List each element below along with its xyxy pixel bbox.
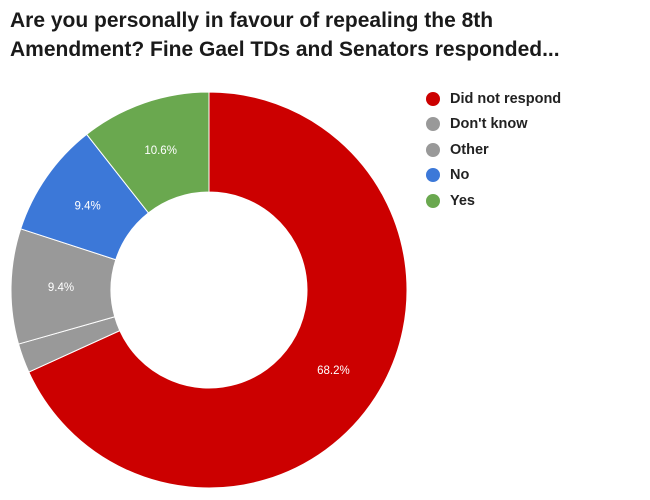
legend-swatch-other [426,142,440,157]
legend-item-don-t-know: Don't know [426,112,561,138]
legend-swatch-no [426,168,440,183]
legend-swatch-did-not-respond [426,91,440,106]
chart-title-line-2: Amendment? Fine Gael TDs and Senators re… [10,38,560,61]
legend-label-other: Other [450,141,489,158]
slice-yes [85,91,210,214]
legend-swatch-don-t-know [426,117,440,132]
legend-item-yes: Yes [426,188,561,214]
slice-label-no: 9.4% [75,200,101,212]
chart-title-line-1: Are you personally in favour of repealin… [10,9,494,32]
chart-legend: Did not respond Don't know Other No Yes [426,86,561,214]
chart-title: Are you personally in favour of repealin… [10,6,645,64]
slice-did-not-respond [28,91,408,489]
slice-label-did-not-respond: 68.2% [317,365,350,377]
slice-label-yes: 10.6% [144,145,177,157]
legend-item-did-not-respond: Did not respond [426,86,561,112]
legend-item-no: No [426,163,561,189]
legend-swatch-yes [426,193,440,208]
legend-label-don-t-know: Don't know [450,116,528,133]
legend-label-did-not-respond: Did not respond [450,90,562,107]
legend-label-yes: Yes [450,192,475,209]
legend-label-no: No [450,167,470,184]
slice-label-other: 9.4% [48,282,74,294]
legend-item-other: Other [426,137,561,163]
